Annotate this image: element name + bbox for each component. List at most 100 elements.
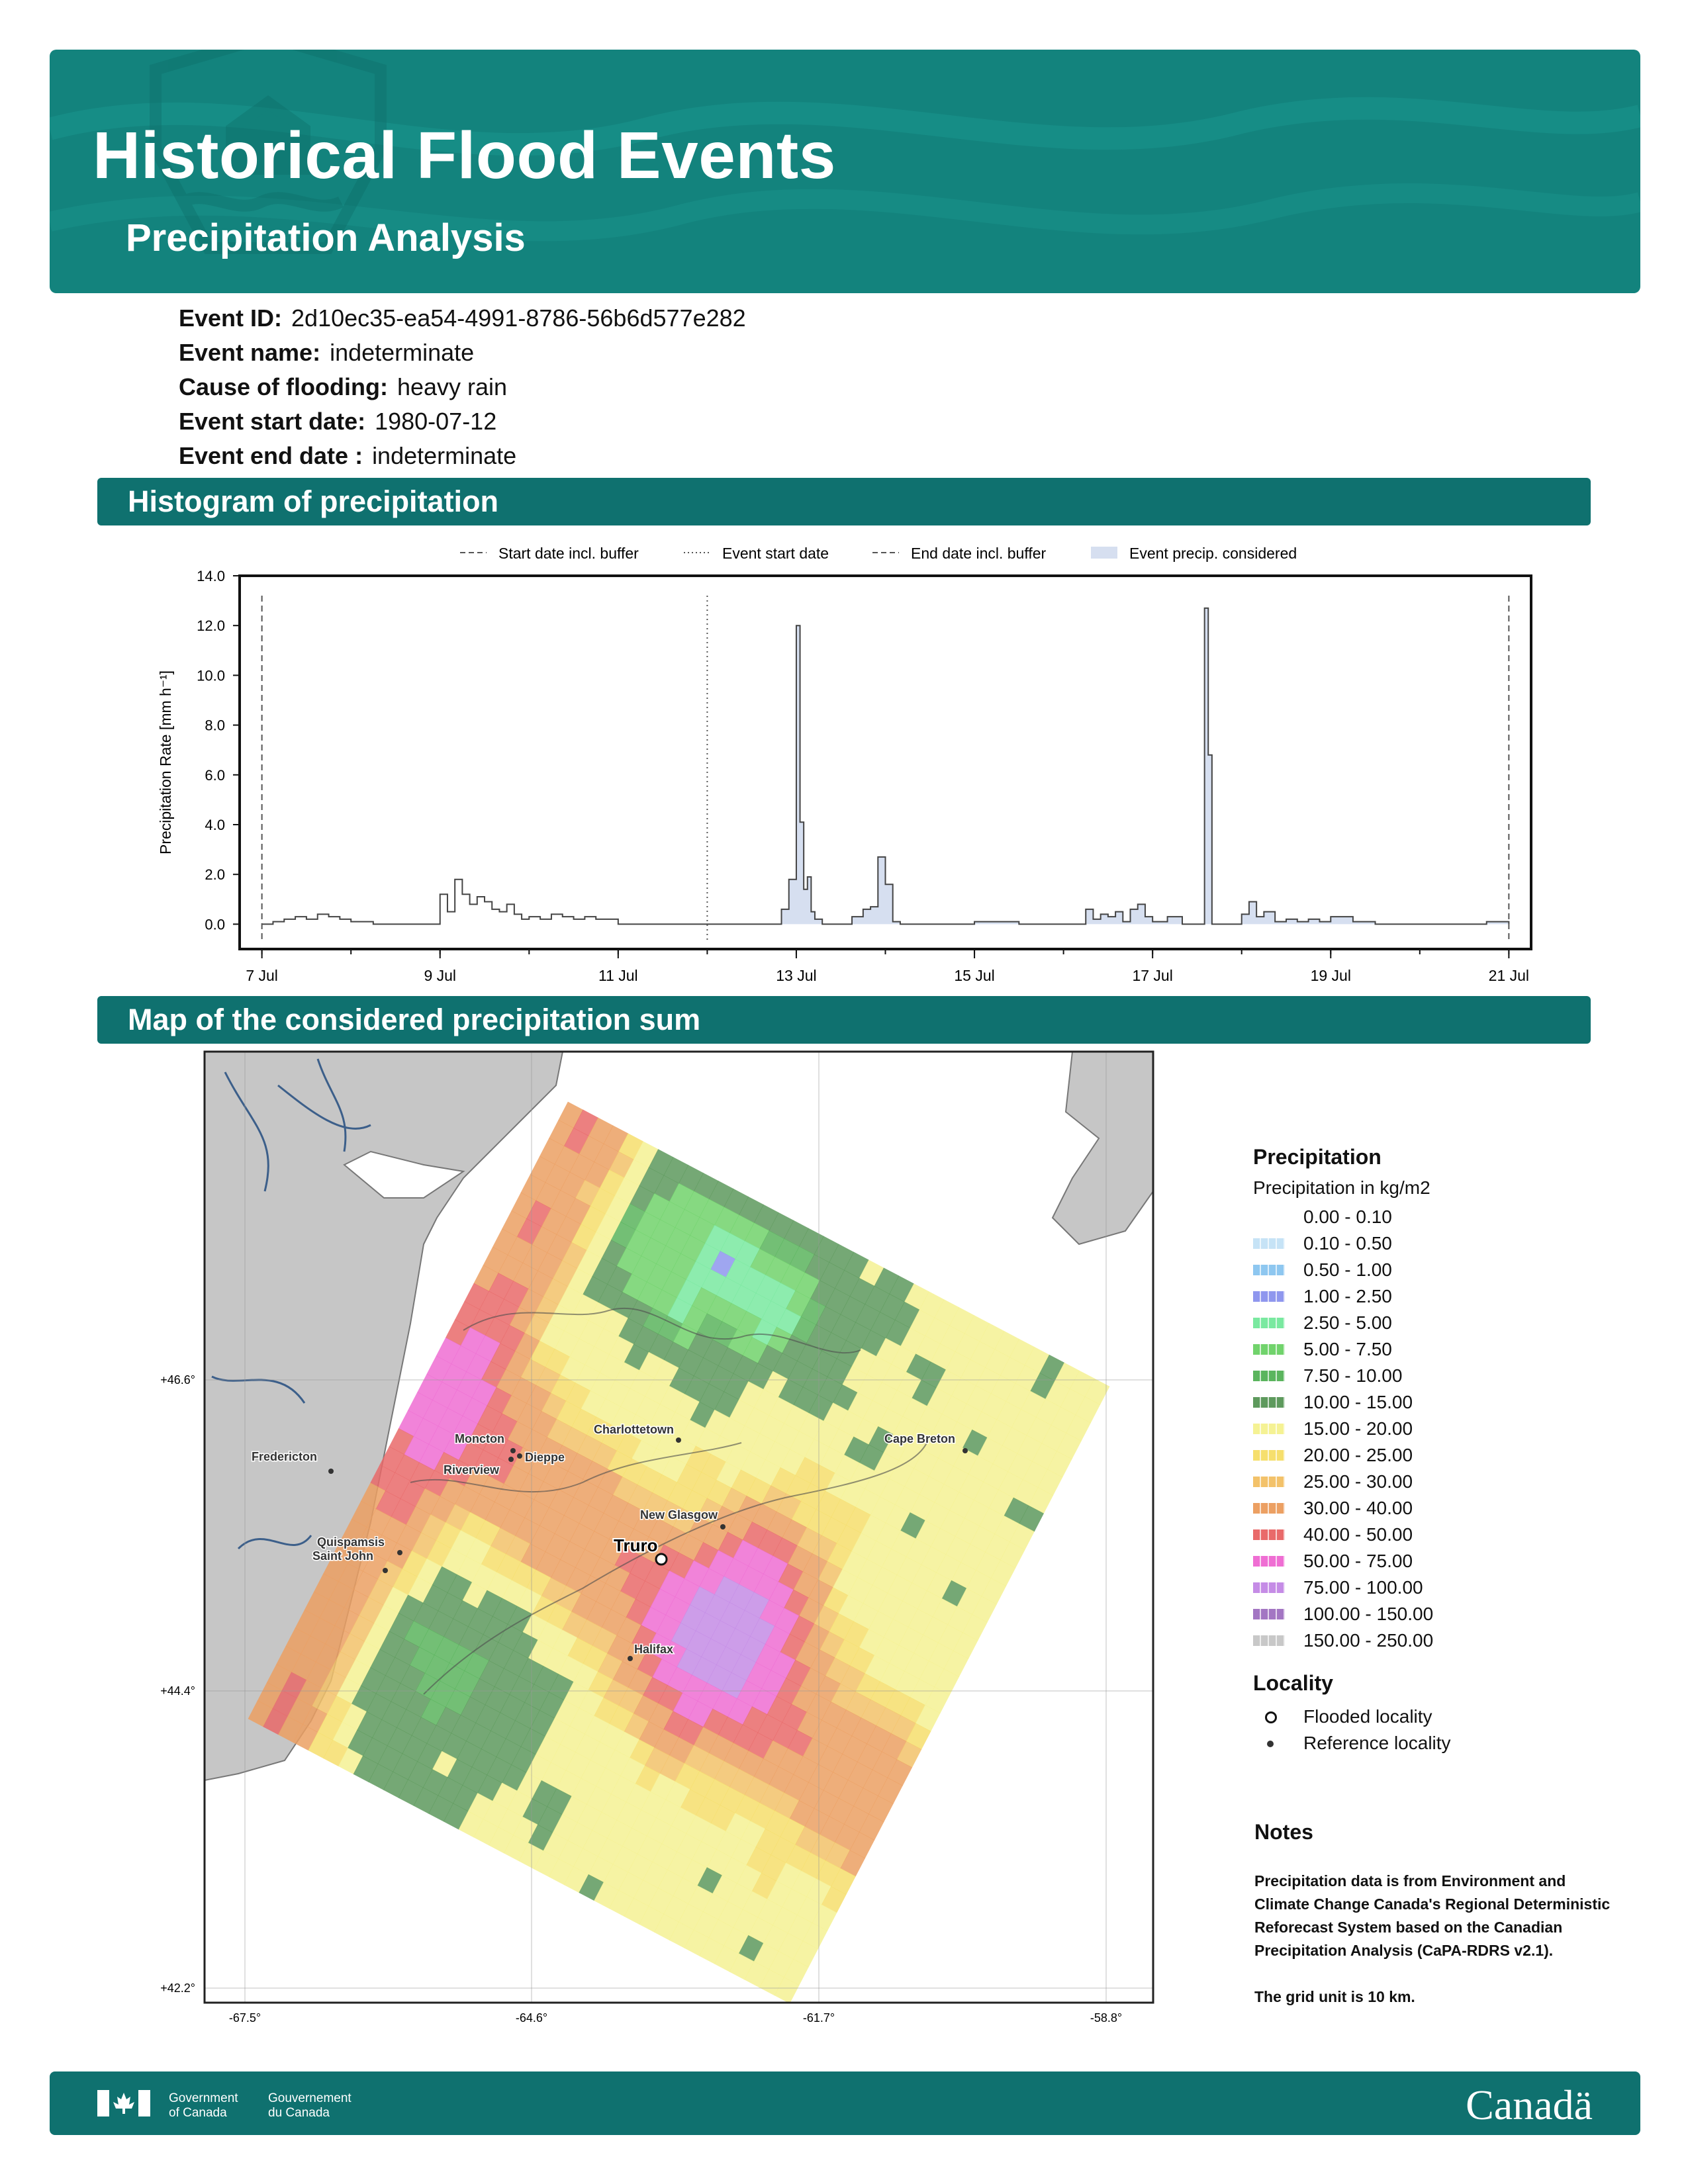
- legend-swatch: [1253, 1477, 1285, 1487]
- legend-item: 25.00 - 30.00: [1253, 1469, 1624, 1495]
- legend-swatch: [1253, 1318, 1285, 1328]
- legend-label: 10.00 - 15.00: [1303, 1392, 1413, 1412]
- end-date-label: Event end date :: [179, 442, 363, 469]
- event-id-value: 2d10ec35-ea54-4991-8786-56b6d577e282: [291, 304, 746, 332]
- locality-items: Flooded locality Reference locality: [1253, 1704, 1624, 1756]
- gov-en: Government of Canada: [169, 2091, 238, 2120]
- legend-item: 0.50 - 1.00: [1253, 1257, 1624, 1283]
- graticule: [205, 1052, 1153, 2003]
- locality-halifax: Halifax: [628, 1642, 675, 1661]
- svg-text:Riverview: Riverview: [444, 1463, 500, 1477]
- svg-text:Quispamsis: Quispamsis: [317, 1535, 385, 1549]
- legend-label: 15.00 - 20.00: [1303, 1418, 1413, 1439]
- y-tick-label: 4.0: [205, 817, 225, 833]
- svg-text:Saint John: Saint John: [312, 1549, 373, 1563]
- footer-bar: Government of Canada Gouvernement du Can…: [50, 2071, 1640, 2135]
- legend-items: 0.00 - 0.10 0.10 - 0.50 0.50 - 1.00 1.00 - …: [1253, 1204, 1624, 1654]
- locality-new-glasgow: New Glasgow: [639, 1508, 726, 1529]
- legend-swatch: [1253, 1238, 1285, 1249]
- legend-swatch: [1253, 1371, 1285, 1381]
- legend-label: 0.00 - 0.10: [1303, 1206, 1392, 1227]
- coastlines: [410, 1307, 927, 1695]
- y-tick-label: 8.0: [205, 717, 225, 734]
- locality-saint-john: Saint John: [312, 1549, 388, 1573]
- y-tick-label: 14.0: [197, 568, 225, 584]
- x-tick-label: 11 Jul: [598, 967, 638, 984]
- x-tick-label: 19 Jul: [1311, 967, 1351, 984]
- histogram-legend-item: End date incl. buffer: [872, 545, 1046, 562]
- notes-panel: Notes Precipitation data is from Environ…: [1254, 1820, 1612, 2009]
- start-date-value: 1980-07-12: [375, 408, 497, 435]
- event-name-row: Event name: indeterminate: [179, 339, 474, 367]
- land-newfoundland: [1051, 1052, 1153, 1246]
- start-date-row: Event start date: 1980-07-12: [179, 408, 496, 435]
- x-tick-label: 7 Jul: [246, 967, 278, 984]
- legend-swatch: [1253, 1291, 1285, 1302]
- legend-item: 1.00 - 2.50: [1253, 1283, 1624, 1310]
- x-tick-label: 13 Jul: [776, 967, 816, 984]
- x-tick-label: 15 Jul: [954, 967, 994, 984]
- svg-text:Start date incl. buffer: Start date incl. buffer: [498, 545, 639, 562]
- map-frame: [203, 1050, 1154, 2004]
- lon-tick-label: -64.6°: [516, 2011, 547, 2025]
- svg-text:Event precip. considered: Event precip. considered: [1129, 545, 1297, 562]
- svg-text:Charlottetown: Charlottetown: [594, 1423, 674, 1436]
- page-subtitle: Precipitation Analysis: [126, 216, 526, 259]
- precipitation-histogram: Start date incl. buffer Event start date E…: [157, 545, 1532, 984]
- histogram-series-line: [261, 607, 1510, 925]
- lon-tick-label: -58.8°: [1090, 2011, 1122, 2025]
- svg-text:Moncton: Moncton: [455, 1432, 504, 1445]
- legend-title: Precipitation: [1253, 1145, 1382, 1169]
- x-tick-label: 21 Jul: [1489, 967, 1529, 984]
- open-circle-icon: [1265, 1711, 1277, 1723]
- legend-swatch: [1253, 1582, 1285, 1593]
- legend-swatch: [1253, 1503, 1285, 1514]
- y-tick-label: 10.0: [197, 667, 225, 684]
- locality-fredericton: Fredericton: [251, 1449, 334, 1474]
- legend-swatch: [1253, 1529, 1285, 1540]
- legend-label: 2.50 - 5.00: [1303, 1312, 1392, 1333]
- map-legend: Precipitation Precipitation in kg/m2 0.0…: [1253, 1145, 1624, 1756]
- legend-item: 75.00 - 100.00: [1253, 1574, 1624, 1601]
- svg-text:Event start date: Event start date: [722, 545, 829, 562]
- svg-text:Fredericton: Fredericton: [252, 1450, 317, 1463]
- lat-tick-label: +44.4°: [160, 1684, 195, 1698]
- y-tick-label: 6.0: [205, 767, 225, 784]
- legend-subtitle: Precipitation in kg/m2: [1253, 1177, 1430, 1198]
- end-date-value: indeterminate: [372, 442, 517, 469]
- y-tick-label: 0.0: [205, 916, 225, 933]
- legend-item: 40.00 - 50.00: [1253, 1522, 1624, 1548]
- banner-wave-decoration: [50, 50, 1640, 254]
- notes-title: Notes: [1254, 1820, 1313, 1844]
- legend-swatch: [1253, 1450, 1285, 1461]
- cause-row: Cause of flooding: heavy rain: [179, 373, 507, 401]
- histogram-legend-item: Start date incl. buffer: [460, 545, 639, 562]
- legend-label: 25.00 - 30.00: [1303, 1471, 1413, 1492]
- lon-tick-label: -61.7°: [803, 2011, 835, 2025]
- legend-item: 10.00 - 15.00: [1253, 1389, 1624, 1416]
- event-name-value: indeterminate: [330, 339, 475, 366]
- legend-item: 7.50 - 10.00: [1253, 1363, 1624, 1389]
- bay-shape: [343, 1150, 465, 1199]
- cause-value: heavy rain: [397, 373, 508, 400]
- locality-cape-breton: Cape Breton: [884, 1432, 968, 1453]
- notes-text: Precipitation data is from Environment a…: [1254, 1872, 1611, 1959]
- legend-swatch: [1253, 1609, 1285, 1619]
- event-name-label: Event name:: [179, 339, 321, 366]
- locality-title: Locality: [1253, 1671, 1333, 1695]
- legend-item: 2.50 - 5.00: [1253, 1310, 1624, 1336]
- legend-label: 0.10 - 0.50: [1303, 1233, 1392, 1253]
- legend-swatch: [1253, 1424, 1285, 1434]
- locality-charlottetown: Charlottetown: [593, 1422, 681, 1443]
- canada-wordmark: Canadä: [1466, 2081, 1593, 2128]
- legend-label: 7.50 - 10.00: [1303, 1365, 1403, 1386]
- end-date-row: Event end date : indeterminate: [179, 442, 516, 470]
- map-section-header: Map of the considered precipitation sum: [97, 996, 1591, 1044]
- svg-text:Halifax: Halifax: [634, 1643, 673, 1656]
- x-tick-label: 17 Jul: [1132, 967, 1172, 984]
- event-id-row: Event ID: 2d10ec35-ea54-4991-8786-56b6d57…: [179, 304, 746, 332]
- legend-label: 50.00 - 75.00: [1303, 1551, 1413, 1571]
- legend-item: 0.10 - 0.50: [1253, 1230, 1624, 1257]
- legend-label: 5.00 - 7.50: [1303, 1339, 1392, 1359]
- legend-label: 100.00 - 150.00: [1303, 1604, 1434, 1624]
